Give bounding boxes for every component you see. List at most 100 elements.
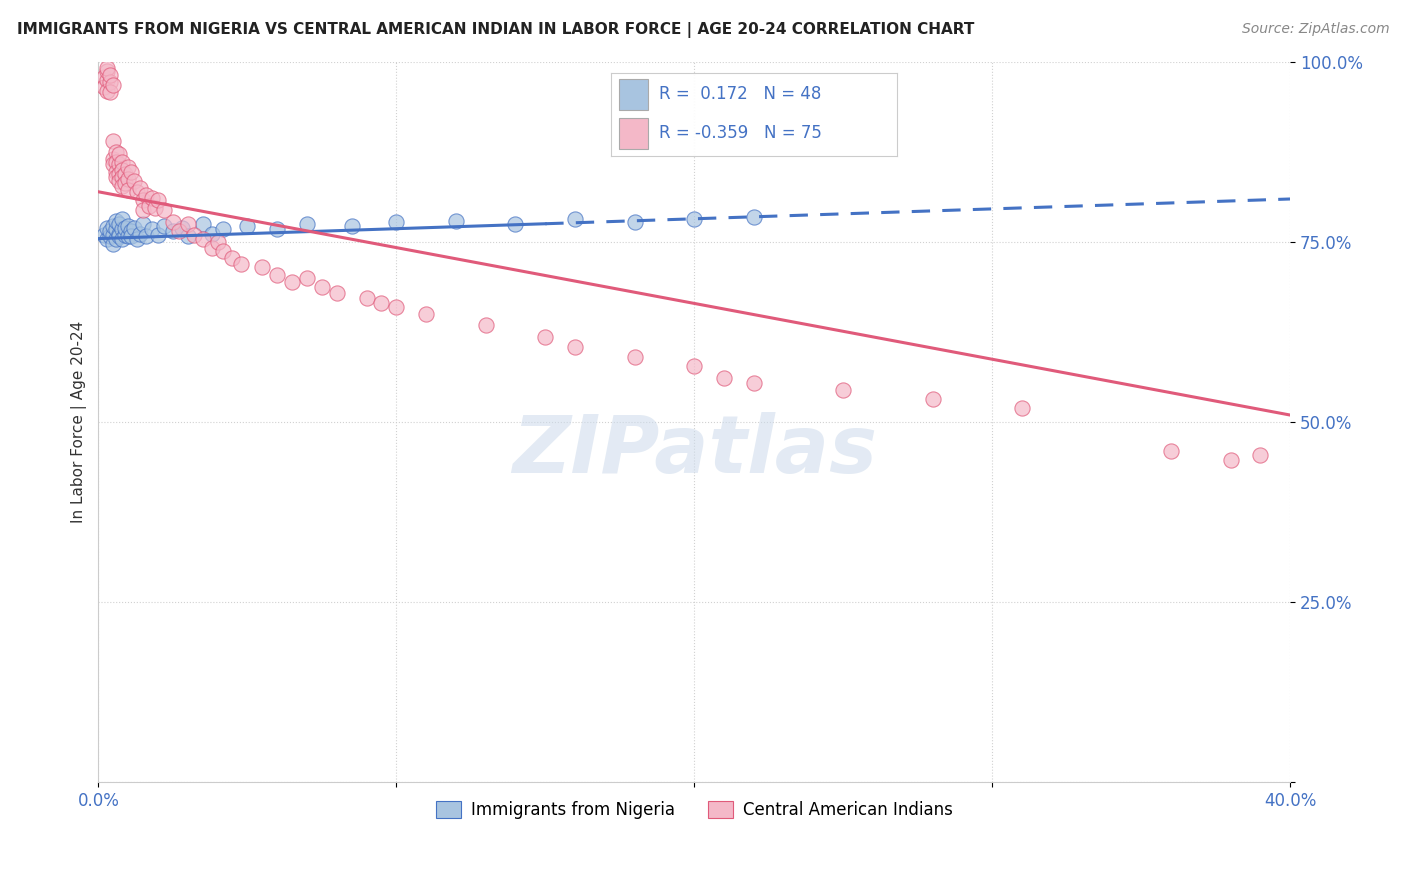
Point	[117, 229, 139, 244]
Point	[98, 86, 121, 100]
Point	[117, 171, 139, 186]
Point	[162, 224, 184, 238]
Point	[325, 285, 347, 300]
Point	[191, 231, 214, 245]
Point	[111, 179, 134, 194]
Point	[108, 174, 131, 188]
Point	[295, 217, 318, 231]
Point	[103, 227, 125, 242]
Point	[623, 215, 645, 229]
Point	[266, 268, 288, 282]
Point	[742, 210, 765, 224]
Point	[105, 231, 128, 245]
Point	[93, 70, 115, 84]
Point	[153, 219, 176, 234]
Point	[105, 164, 128, 178]
Point	[96, 84, 118, 98]
Point	[236, 219, 259, 234]
Point	[103, 157, 125, 171]
Point	[122, 174, 145, 188]
Point	[93, 80, 115, 95]
Point	[177, 217, 200, 231]
Point	[1249, 448, 1271, 462]
Point	[683, 212, 706, 227]
Point	[153, 202, 176, 217]
Point	[114, 220, 136, 235]
Point	[117, 183, 139, 197]
Point	[96, 231, 118, 245]
Point	[117, 160, 139, 174]
Point	[114, 227, 136, 242]
Point	[207, 235, 229, 250]
Point	[111, 163, 134, 178]
Point	[120, 229, 142, 244]
Point	[231, 257, 253, 271]
Point	[167, 224, 190, 238]
Point	[103, 134, 125, 148]
Point	[1160, 444, 1182, 458]
Point	[98, 224, 121, 238]
Point	[103, 219, 125, 234]
Point	[295, 271, 318, 285]
Point	[96, 63, 118, 78]
Point	[146, 227, 169, 242]
Point	[534, 330, 557, 344]
Point	[96, 73, 118, 87]
Point	[114, 167, 136, 181]
Text: IMMIGRANTS FROM NIGERIA VS CENTRAL AMERICAN INDIAN IN LABOR FORCE | AGE 20-24 CO: IMMIGRANTS FROM NIGERIA VS CENTRAL AMERI…	[17, 22, 974, 38]
Point	[135, 188, 157, 202]
Point	[108, 167, 131, 181]
Point	[415, 307, 437, 321]
Point	[132, 194, 155, 208]
Point	[103, 153, 125, 167]
Point	[105, 170, 128, 185]
Point	[200, 241, 222, 255]
Point	[108, 147, 131, 161]
Legend: Immigrants from Nigeria, Central American Indians: Immigrants from Nigeria, Central America…	[429, 795, 959, 826]
Point	[311, 280, 333, 294]
Point	[111, 222, 134, 236]
Point	[122, 220, 145, 235]
Point	[340, 219, 363, 234]
Point	[356, 291, 378, 305]
Text: ZIPatlas: ZIPatlas	[512, 412, 877, 490]
Point	[281, 275, 304, 289]
Point	[108, 229, 131, 244]
Point	[200, 227, 222, 241]
Point	[170, 220, 193, 235]
Point	[266, 222, 288, 236]
Point	[564, 340, 586, 354]
Point	[564, 212, 586, 227]
Point	[105, 213, 128, 227]
Point	[474, 318, 496, 332]
Point	[103, 78, 125, 93]
Point	[108, 217, 131, 231]
Text: Source: ZipAtlas.com: Source: ZipAtlas.com	[1241, 22, 1389, 37]
Point	[125, 185, 148, 199]
Point	[111, 154, 134, 169]
Point	[143, 201, 166, 215]
Point	[505, 217, 527, 231]
Point	[105, 222, 128, 236]
Point	[921, 392, 943, 407]
Point	[141, 190, 163, 204]
Point	[105, 145, 128, 160]
Point	[132, 217, 155, 231]
Point	[108, 157, 131, 171]
Y-axis label: In Labor Force | Age 20-24: In Labor Force | Age 20-24	[72, 321, 87, 524]
Point	[623, 351, 645, 365]
Point	[98, 75, 121, 89]
Point	[108, 227, 131, 241]
Point	[96, 220, 118, 235]
Point	[138, 199, 160, 213]
Point	[683, 359, 706, 373]
Point	[117, 219, 139, 234]
Point	[96, 61, 118, 75]
Point	[1219, 452, 1241, 467]
Point	[252, 260, 274, 275]
Point	[114, 176, 136, 190]
Point	[103, 236, 125, 251]
Point	[370, 296, 392, 310]
Point	[111, 212, 134, 227]
Point	[146, 194, 169, 208]
